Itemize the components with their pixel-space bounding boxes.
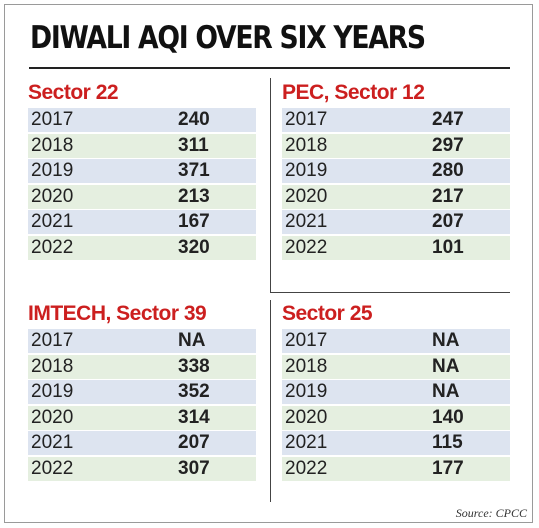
table-row: 2019 280: [282, 159, 510, 183]
title-rule: [29, 67, 510, 69]
divider-vertical-top: [270, 78, 271, 292]
year-cell: 2021: [31, 211, 74, 232]
aqi-value-cell: 280: [432, 160, 464, 181]
source-note: Source: CPCC: [455, 506, 527, 520]
year-cell: 2017: [285, 330, 328, 351]
aqi-value-cell: 217: [432, 185, 464, 207]
year-cell: 2017: [31, 330, 74, 351]
year-cell: 2020: [285, 185, 328, 207]
aqi-value-cell: 320: [178, 236, 210, 258]
divider-horizontal: [270, 292, 510, 293]
table-row: 2021 207: [282, 210, 510, 234]
year-cell: 2019: [285, 160, 328, 181]
aqi-value-cell: NA: [432, 355, 460, 377]
year-cell: 2022: [285, 457, 328, 479]
aqi-value-cell: 115: [432, 432, 463, 453]
year-cell: 2020: [31, 185, 74, 207]
aqi-value-cell: NA: [432, 330, 460, 351]
table-heading: Sector 22: [28, 81, 119, 104]
chart-frame: [4, 4, 533, 523]
year-cell: 2022: [31, 457, 74, 479]
year-cell: 2022: [285, 236, 328, 258]
aqi-value-cell: NA: [178, 330, 206, 351]
year-cell: 2022: [31, 236, 74, 258]
aqi-value-cell: 140: [432, 406, 464, 428]
aqi-value-cell: 307: [178, 457, 210, 479]
year-cell: 2018: [31, 355, 74, 377]
aqi-value-cell: 167: [178, 211, 210, 232]
year-cell: 2017: [31, 109, 74, 130]
table-row: 2019 NA: [282, 380, 510, 404]
table-row: 2021 207: [28, 431, 256, 455]
table-row: 2019 352: [28, 380, 256, 404]
table-panel: IMTECH, Sector 39 2017 NA 2018 338 2019 352 202…: [28, 299, 256, 482]
year-cell: 2020: [285, 406, 328, 428]
year-cell: 2021: [31, 432, 74, 453]
aqi-value-cell: 177: [432, 457, 464, 479]
table-row: 2020 314: [28, 405, 256, 430]
table-panel: Sector 22 2017 240 2018 311 2019 371 2020 213 202…: [28, 78, 256, 261]
aqi-value-cell: 371: [178, 160, 210, 181]
table-heading: IMTECH, Sector 39: [28, 302, 207, 325]
table-row: 2020 217: [282, 184, 510, 209]
aqi-value-cell: 297: [432, 134, 464, 156]
table-row: 2022 320: [28, 235, 256, 260]
table-row: 2019 371: [28, 159, 256, 183]
table-heading: PEC, Sector 12: [282, 81, 425, 104]
divider-vertical-bottom: [270, 300, 271, 502]
aqi-value-cell: 213: [178, 185, 210, 207]
table-row: 2020 213: [28, 184, 256, 209]
table-row: 2022 101: [282, 235, 510, 260]
aqi-value-cell: 314: [178, 406, 210, 428]
year-cell: 2019: [31, 381, 74, 402]
aqi-value-cell: 352: [178, 381, 210, 402]
year-cell: 2020: [31, 406, 74, 428]
table-row: 2022 307: [28, 456, 256, 481]
table-row: 2018 297: [282, 133, 510, 158]
year-cell: 2018: [285, 134, 328, 156]
aqi-value-cell: 207: [178, 432, 210, 453]
table-row: 2017 247: [282, 108, 510, 132]
aqi-value-cell: 240: [178, 109, 210, 130]
table-row: 2017 240: [28, 108, 256, 132]
year-cell: 2018: [285, 355, 328, 377]
aqi-value-cell: 101: [432, 236, 464, 258]
year-cell: 2019: [31, 160, 74, 181]
table-row: 2020 140: [282, 405, 510, 430]
aqi-value-cell: 207: [432, 211, 464, 232]
table-row: 2017 NA: [28, 329, 256, 353]
table-row: 2022 177: [282, 456, 510, 481]
year-cell: 2017: [285, 109, 328, 130]
aqi-value-cell: 338: [178, 355, 210, 377]
table-panel: Sector 25 2017 NA 2018 NA 2019 NA 2020 140 2021 11…: [282, 299, 510, 482]
table-row: 2021 115: [282, 431, 510, 455]
chart-title: DIWALI AQI OVER SIX YEARS: [30, 20, 426, 56]
year-cell: 2019: [285, 381, 328, 402]
table-panel: PEC, Sector 12 2017 247 2018 297 2019 280 2020 2…: [282, 78, 510, 261]
aqi-value-cell: 311: [178, 134, 209, 156]
year-cell: 2021: [285, 211, 328, 232]
table-row: 2018 NA: [282, 354, 510, 379]
table-row: 2017 NA: [282, 329, 510, 353]
table-heading: Sector 25: [282, 302, 373, 325]
table-row: 2018 311: [28, 133, 256, 158]
year-cell: 2018: [31, 134, 74, 156]
year-cell: 2021: [285, 432, 328, 453]
aqi-value-cell: NA: [432, 381, 460, 402]
aqi-value-cell: 247: [432, 109, 464, 130]
table-row: 2018 338: [28, 354, 256, 379]
table-row: 2021 167: [28, 210, 256, 234]
